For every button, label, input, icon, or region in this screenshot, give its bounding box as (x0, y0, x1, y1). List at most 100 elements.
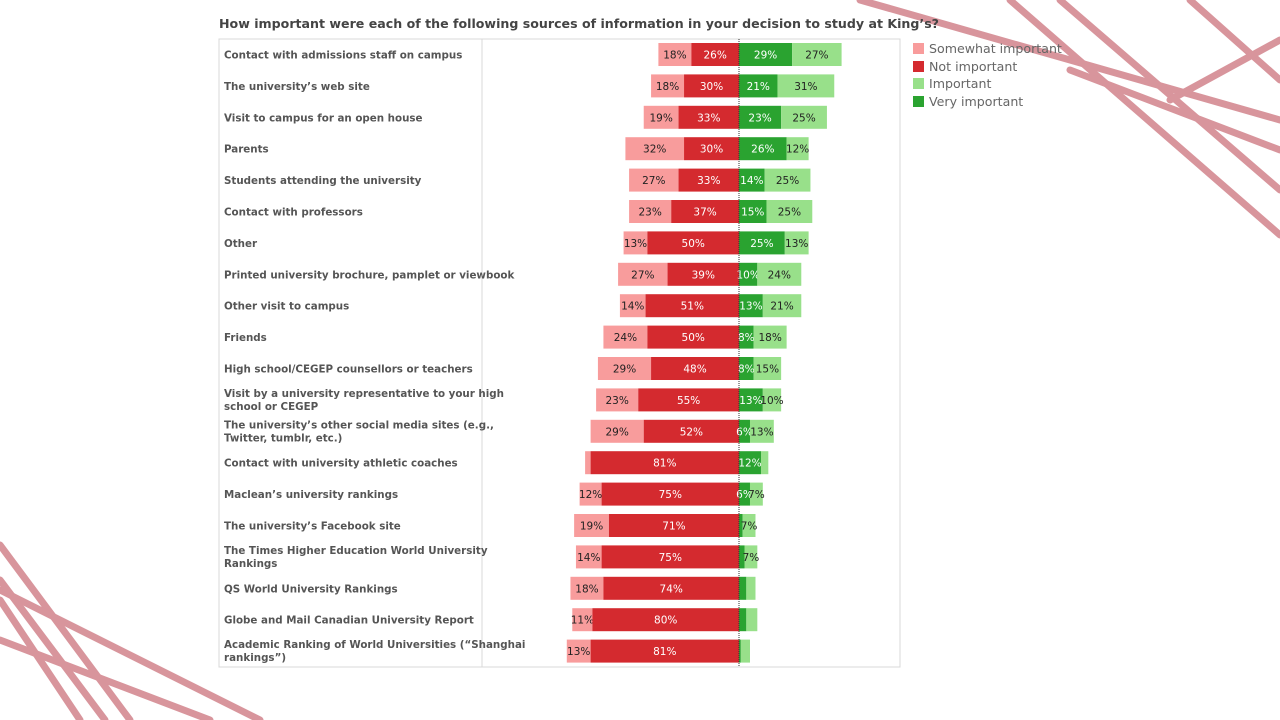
bar-very (739, 74, 778, 98)
data-label: 29% (613, 364, 636, 376)
bar-not (691, 43, 739, 66)
row-label: Academic Ranking of World Universities (… (224, 639, 525, 651)
bar-not (684, 137, 739, 161)
bar-somewhat (643, 105, 679, 129)
bar-very (739, 231, 785, 255)
bar-very (739, 608, 747, 632)
bar-very (739, 200, 767, 223)
data-label: 18% (758, 332, 781, 344)
bar-imp (740, 639, 750, 663)
bar-somewhat (566, 639, 591, 663)
bar-imp (742, 514, 756, 537)
data-label: 50% (682, 238, 705, 250)
bar-imp (749, 419, 774, 443)
row-label: Maclean’s university rankings (224, 489, 398, 501)
bar-not (678, 105, 739, 129)
bar-very (739, 168, 765, 192)
row-label: Parents (224, 144, 269, 156)
data-label: 10% (736, 269, 759, 281)
row-label: school or CEGEP (224, 401, 319, 413)
data-label: 13% (739, 301, 762, 313)
bar-not (645, 294, 739, 318)
row-label: The university’s other social media site… (224, 419, 494, 431)
bar-imp (762, 294, 802, 318)
data-label: 21% (747, 81, 770, 93)
bar-not (647, 325, 739, 349)
bar-imp (766, 200, 813, 223)
bar-very (739, 451, 761, 475)
bar-not (643, 419, 739, 443)
bar-not (684, 74, 739, 98)
data-label: 24% (768, 269, 791, 281)
row-label: Rankings (224, 558, 277, 570)
row-label: The university’s Facebook site (224, 521, 401, 533)
bar-somewhat (623, 231, 648, 255)
data-label: 51% (681, 301, 704, 313)
data-label: 7% (741, 521, 758, 533)
bar-somewhat (658, 43, 692, 66)
data-label: 29% (754, 50, 777, 62)
legend-label: Somewhat important (929, 41, 1062, 57)
row-label: Contact with admissions staff on campus (224, 50, 462, 62)
bar-not (608, 514, 739, 537)
data-label: 81% (653, 458, 676, 470)
row-label: Other visit to campus (224, 301, 349, 313)
data-label: 25% (792, 112, 815, 124)
row-label: The university’s web site (224, 81, 370, 93)
bar-somewhat (570, 576, 604, 600)
data-label: 27% (642, 175, 665, 187)
bar-somewhat (618, 262, 668, 286)
bar-very (739, 137, 787, 161)
chart-frame (218, 38, 901, 668)
data-label: 12% (786, 144, 809, 156)
bar-very (739, 639, 741, 663)
data-label: 14% (577, 552, 600, 564)
row-label: Contact with professors (224, 207, 363, 219)
row-label: QS World University Rankings (224, 583, 398, 595)
data-label: 75% (659, 489, 682, 501)
data-label: 13% (750, 426, 773, 438)
bar-very (739, 325, 754, 349)
bar-imp (786, 137, 809, 161)
data-label: 71% (662, 521, 685, 533)
bar-somewhat (572, 608, 593, 632)
data-label: 37% (693, 207, 716, 219)
data-label: 25% (778, 207, 801, 219)
bar-somewhat (585, 451, 591, 475)
bar-imp (781, 105, 827, 129)
data-label: 7% (743, 552, 760, 564)
data-label: 15% (741, 207, 764, 219)
data-label: 8% (738, 364, 755, 376)
data-label: 8% (738, 332, 755, 344)
bar-not (592, 608, 739, 632)
data-label: 10% (760, 395, 783, 407)
row-label: Other (224, 238, 258, 250)
legend-label: Important (929, 76, 992, 92)
bar-very (739, 294, 763, 318)
bar-very (739, 105, 782, 129)
legend-swatch-important (913, 78, 924, 90)
bar-imp (746, 608, 758, 632)
data-label: 13% (739, 395, 762, 407)
bar-imp (744, 545, 758, 569)
bar-somewhat (619, 294, 646, 318)
data-label: 29% (606, 426, 629, 438)
data-label: 75% (659, 552, 682, 564)
data-label: 12% (579, 489, 602, 501)
data-label: 14% (740, 175, 763, 187)
data-label: 25% (750, 238, 773, 250)
bar-imp (753, 325, 787, 349)
bar-very (739, 419, 750, 443)
bar-very (739, 43, 793, 66)
data-label: 6% (736, 489, 753, 501)
data-label: 26% (751, 144, 774, 156)
data-label: 52% (680, 426, 703, 438)
legend-item-somewhat-important: Somewhat important (913, 40, 1062, 58)
bar-very (739, 482, 750, 506)
bar-somewhat (629, 200, 672, 223)
row-label: The Times Higher Education World Univers… (224, 545, 488, 557)
data-label: 50% (682, 332, 705, 344)
data-label: 32% (643, 144, 666, 156)
bar-somewhat (597, 357, 652, 380)
bar-not (667, 262, 739, 286)
